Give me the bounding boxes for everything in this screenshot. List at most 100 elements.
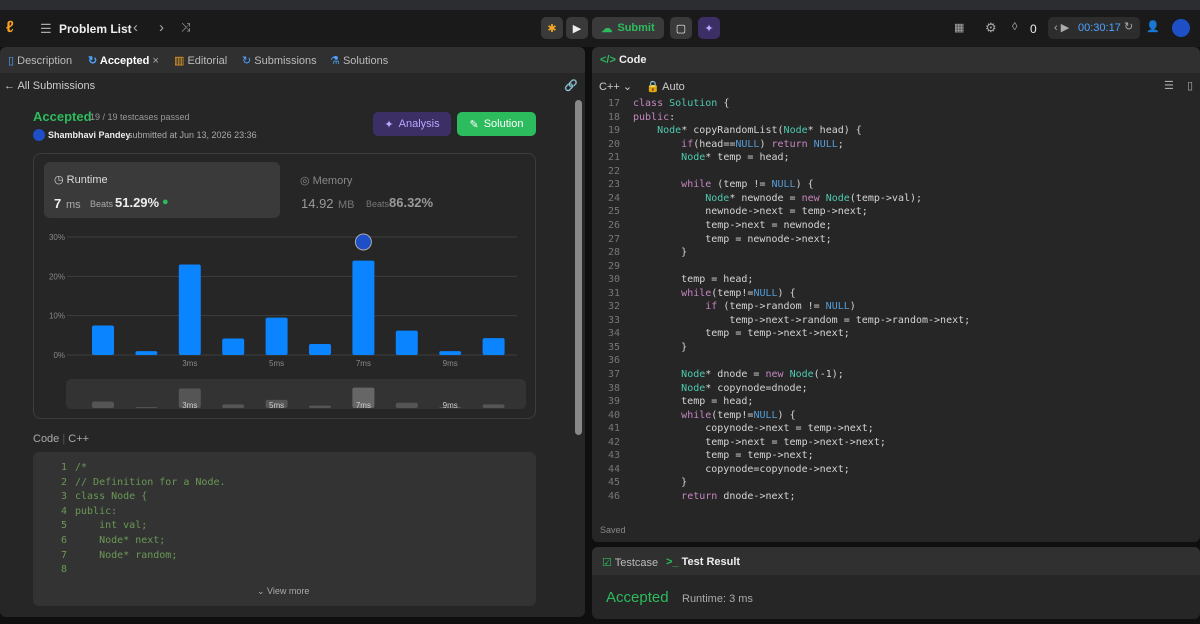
next[interactable]: › xyxy=(159,19,164,36)
mini-bar xyxy=(92,401,114,408)
mini-tick-label: 5ms xyxy=(269,401,284,410)
share[interactable]: 🔗 xyxy=(564,80,578,92)
tab-bar xyxy=(0,47,585,73)
code-text: Node* dnode = new Node(-1); xyxy=(681,369,844,380)
tab[interactable]: ▯ Description xyxy=(8,55,73,67)
code-text: } xyxy=(633,341,688,353)
runtime-chart: 0% 10% 20% 30% 3ms 3ms 5ms 5ms 7ms 7ms 9ms 9ms xyxy=(49,233,526,410)
line-number: 20 xyxy=(607,138,620,150)
solution-button[interactable]: ✎ Solution xyxy=(457,112,536,136)
stats-card xyxy=(33,153,536,419)
tab-active[interactable]: ↻ Accepted × xyxy=(88,55,159,67)
bar xyxy=(439,351,462,355)
code-text: copynode->next = temp->next; xyxy=(633,423,874,435)
line-number: 23 xyxy=(607,179,620,191)
top-bar: ℓ ☰ Problem List ‹ › ⤨ ✱ ▶ ☁ Submit ▢ ✦ ▦… xyxy=(0,10,1200,47)
code-text: temp = temp->next; xyxy=(633,450,814,462)
ai-button[interactable]: ✦ xyxy=(698,17,720,39)
timer-prev[interactable]: ‹ ▶ xyxy=(1054,22,1070,34)
user[interactable]: Shambhavi Pandey xyxy=(48,130,131,140)
line-number: 17 xyxy=(607,98,620,109)
editor-panel: </> Code C++ ⌄ 🔒 Auto ☰ ▯ 17 class Soluti… xyxy=(592,47,1200,542)
view-more[interactable]: ⌄ View more xyxy=(257,586,310,596)
left-panel: ▯ Description ↻ Accepted × ▥ Editorial ↻… xyxy=(0,47,585,617)
bar xyxy=(395,330,418,355)
beats-label: Beats xyxy=(366,199,390,209)
prev[interactable]: ‹ xyxy=(133,19,138,36)
layout-icon[interactable]: ▦ xyxy=(954,22,965,34)
code-text: /* xyxy=(75,462,88,473)
line-number: 46 xyxy=(607,490,620,502)
notes-button[interactable]: ▢ xyxy=(670,17,692,39)
mini-bar xyxy=(178,388,201,408)
bar xyxy=(482,338,505,355)
beats-label: Beats xyxy=(90,199,114,209)
debug-button[interactable]: ✱ xyxy=(541,17,563,39)
code-text: temp = newnode->next; xyxy=(633,233,832,245)
code-text: int val; xyxy=(75,520,148,532)
analysis-label: Analysis xyxy=(398,118,440,130)
line-number: 31 xyxy=(607,287,620,299)
expand-icon[interactable]: ▯ xyxy=(1187,80,1194,92)
run-button[interactable]: ▶ xyxy=(566,17,588,39)
memory-label[interactable]: ◎ Memory xyxy=(300,175,353,187)
tab[interactable]: ☑ Testcase xyxy=(602,557,659,569)
mini-tick-label: 7ms xyxy=(356,401,371,410)
mini-bar xyxy=(265,399,288,408)
y-tick-label: 10% xyxy=(49,312,65,321)
line-number: 34 xyxy=(607,328,620,340)
mini-bar xyxy=(352,387,375,408)
line-number: 32 xyxy=(607,301,620,313)
list-icon[interactable]: ☰ xyxy=(40,21,52,36)
timer-box[interactable]: ‹ ▶ 00:30:17 ↻ xyxy=(1048,17,1140,39)
code-text: class Node { xyxy=(75,491,148,503)
x-tick-label: 3ms xyxy=(182,359,197,368)
beats-icon: ● xyxy=(162,196,169,208)
shuffle[interactable]: ⤨ xyxy=(181,20,191,34)
tab[interactable]: ⚗ Solutions xyxy=(330,55,389,67)
code-text: temp = temp->next->next; xyxy=(633,328,850,340)
analysis-button[interactable]: ✦ Analysis xyxy=(373,112,451,136)
tab-active[interactable]: >_ Test Result xyxy=(666,556,741,568)
avatar[interactable] xyxy=(1172,19,1190,37)
reset[interactable]: ↻ xyxy=(1124,21,1134,33)
problem-list[interactable]: Problem List xyxy=(59,22,132,36)
tab-label: Test Result xyxy=(681,556,741,568)
back-label: All Submissions xyxy=(17,80,96,92)
format-icon[interactable]: ☰ xyxy=(1164,80,1174,92)
line-number: 24 xyxy=(607,192,620,204)
code-text: newnode->next = temp->next; xyxy=(633,206,868,218)
line-number: 36 xyxy=(607,355,620,367)
line-number: 35 xyxy=(607,341,620,353)
tab[interactable]: ↻ Submissions xyxy=(242,55,317,67)
runtime-card[interactable]: ◷ Runtime 7 ms Beats 51.29% ● xyxy=(44,162,280,218)
code-text: Node* temp = head; xyxy=(681,152,790,164)
back-link[interactable]: ← All Submissions xyxy=(4,80,96,92)
submit-button[interactable]: ☁ Submit xyxy=(592,17,664,39)
code-text: return dnode->next; xyxy=(681,490,796,502)
scrollbar[interactable] xyxy=(575,100,582,435)
line-number: 29 xyxy=(607,260,620,272)
line-number: 3 xyxy=(60,491,67,503)
add-user[interactable]: 👤 xyxy=(1146,21,1160,33)
logo[interactable]: ℓ xyxy=(6,19,14,36)
user-avatar xyxy=(33,129,45,141)
runtime-unit: ms xyxy=(66,199,81,211)
code-text: Node* copyRandomList(Node* head) { xyxy=(657,125,862,137)
tab[interactable]: ▥ Editorial xyxy=(174,55,228,67)
code-text: while (temp != NULL) { xyxy=(681,179,814,191)
code-text: Node* next; xyxy=(75,535,166,546)
line-number: 38 xyxy=(607,382,620,394)
mini-tick-label: 3ms xyxy=(182,401,197,410)
mode[interactable]: 🔒 Auto xyxy=(646,81,685,93)
y-tick-label: 30% xyxy=(49,233,65,242)
timer: 00:30:17 xyxy=(1078,22,1121,34)
line-number: 27 xyxy=(607,233,620,245)
language-select[interactable]: C++ ⌄ xyxy=(599,81,633,93)
mini-bar xyxy=(395,402,418,408)
tab-label: Description xyxy=(17,55,73,67)
settings-icon[interactable]: ⚙ xyxy=(985,20,997,35)
mini-bar xyxy=(482,404,505,408)
code-text: Node* copynode=dnode; xyxy=(681,382,808,394)
